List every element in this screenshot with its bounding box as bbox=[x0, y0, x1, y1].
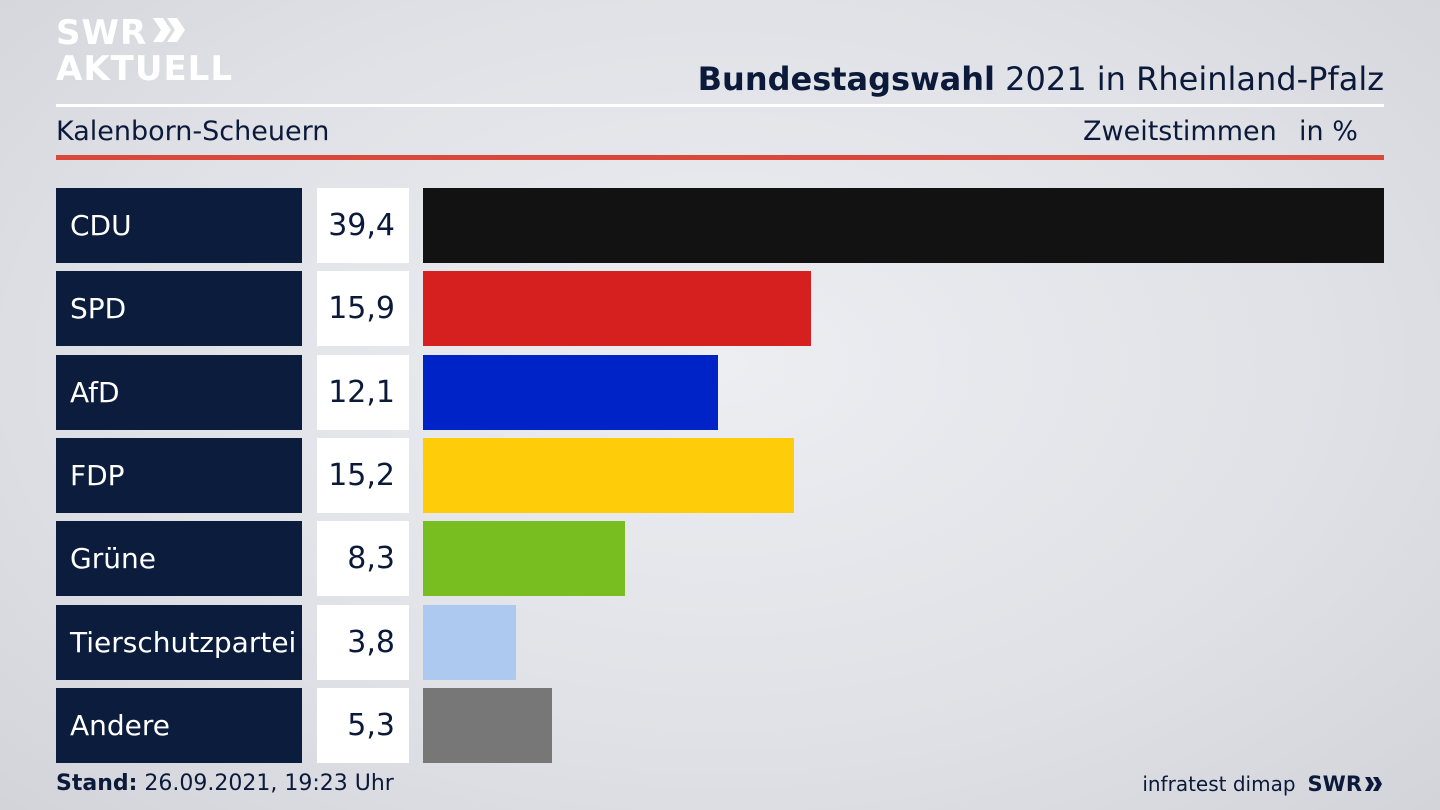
bar-row: CDU 39,4 bbox=[56, 188, 1384, 263]
chart-title: Bundestagswahl 2021 in Rheinland-Pfalz bbox=[698, 60, 1384, 98]
source-label: infratest dimap bbox=[1142, 772, 1296, 796]
bar-row: Grüne 8,3 bbox=[56, 521, 1384, 596]
party-label: AfD bbox=[56, 355, 302, 430]
source-credit: infratest dimap SWR bbox=[1142, 772, 1384, 796]
title-rest: 2021 in Rheinland-Pfalz bbox=[995, 60, 1384, 98]
party-label: Andere bbox=[56, 688, 302, 763]
swr-aktuell-logo: SWR AKTUELL bbox=[56, 16, 233, 86]
party-label: SPD bbox=[56, 271, 302, 346]
party-label: Tierschutzpartei bbox=[56, 605, 302, 680]
brand-label: SWR bbox=[1307, 772, 1362, 796]
value-label: 15,9 bbox=[317, 271, 409, 346]
logo-line-2: AKTUELL bbox=[56, 49, 234, 89]
bar-row: Andere 5,3 bbox=[56, 688, 1384, 763]
value-label: 39,4 bbox=[317, 188, 409, 263]
bar-row: FDP 15,2 bbox=[56, 438, 1384, 513]
bar bbox=[423, 355, 718, 430]
double-chevron-icon bbox=[151, 16, 187, 50]
party-label: Grüne bbox=[56, 521, 302, 596]
stand-value: 26.09.2021, 19:23 Uhr bbox=[137, 771, 394, 796]
value-label: 5,3 bbox=[317, 688, 409, 763]
unit-label: in % bbox=[1299, 116, 1358, 147]
bar-row: AfD 12,1 bbox=[56, 355, 1384, 430]
bar-row: Tierschutzpartei 3,8 bbox=[56, 605, 1384, 680]
value-label: 15,2 bbox=[317, 438, 409, 513]
party-label: CDU bbox=[56, 188, 302, 263]
bar-row: SPD 15,9 bbox=[56, 271, 1384, 346]
value-label: 8,3 bbox=[317, 521, 409, 596]
region-name: Kalenborn-Scheuern bbox=[56, 116, 330, 147]
swr-footer-logo: SWR bbox=[1308, 772, 1384, 796]
title-bold: Bundestagswahl bbox=[697, 60, 995, 98]
bar bbox=[423, 271, 811, 346]
stand-label: Stand: bbox=[56, 771, 138, 796]
value-label: 3,8 bbox=[317, 605, 409, 680]
metric-label: Zweitstimmen bbox=[1083, 116, 1277, 147]
party-label: FDP bbox=[56, 438, 302, 513]
double-chevron-small-icon bbox=[1365, 777, 1382, 791]
bar bbox=[423, 688, 552, 763]
value-label: 12,1 bbox=[317, 355, 409, 430]
bar bbox=[423, 521, 625, 596]
bar bbox=[423, 188, 1384, 263]
logo-line-1: SWR bbox=[56, 13, 148, 53]
bar bbox=[423, 605, 516, 680]
timestamp: Stand: 26.09.2021, 19:23 Uhr bbox=[56, 771, 394, 796]
bar bbox=[423, 438, 794, 513]
accent-divider bbox=[56, 155, 1384, 160]
header-divider bbox=[56, 104, 1384, 107]
